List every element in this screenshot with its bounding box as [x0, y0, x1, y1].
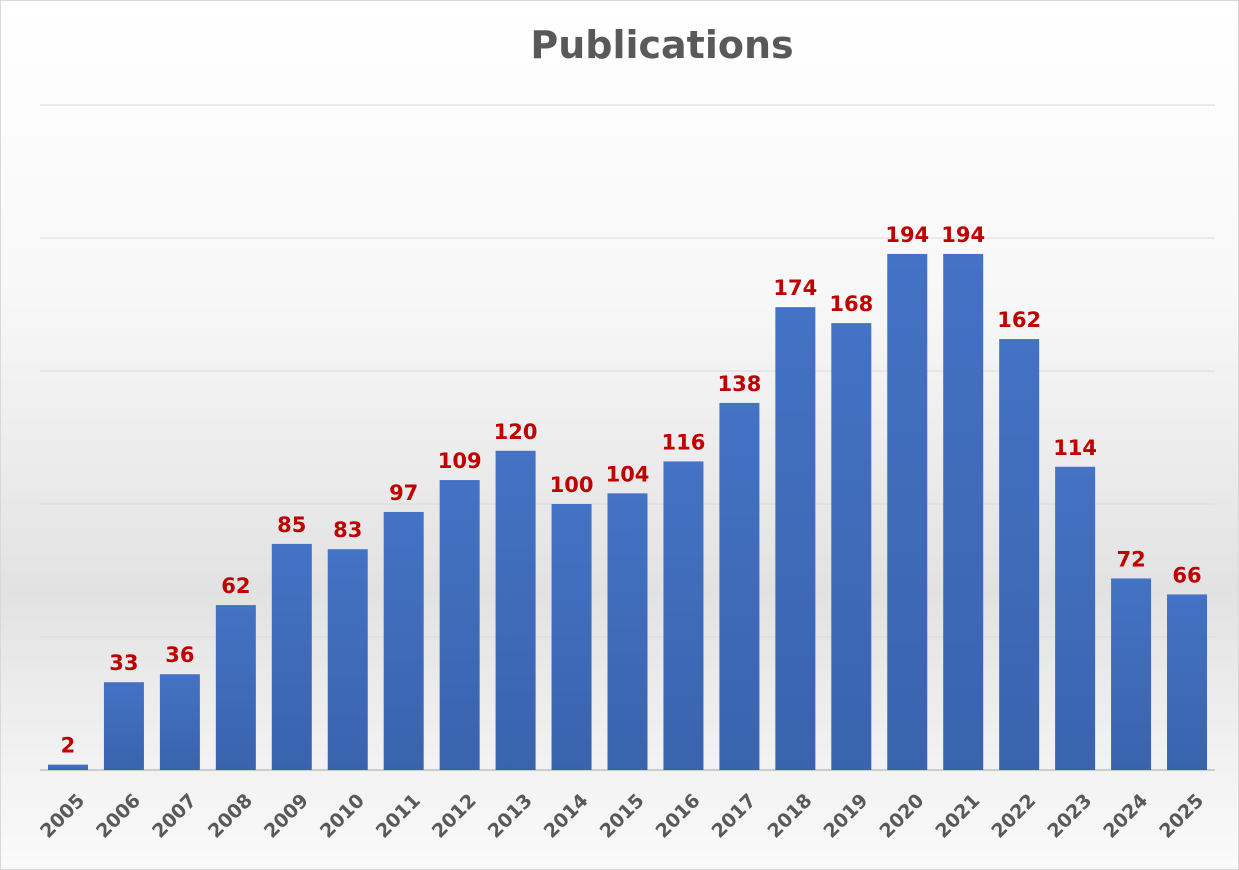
data-label-2021: 194 [941, 223, 985, 247]
data-label-2010: 83 [333, 518, 362, 542]
x-tick-label-2021: 2021 [931, 790, 984, 843]
bar-2017 [719, 402, 760, 770]
bar-2024 [1111, 578, 1152, 770]
x-tick-label-2012: 2012 [428, 790, 481, 843]
data-label-2012: 109 [438, 449, 482, 473]
bar-2007 [159, 674, 200, 770]
x-tick-label-2013: 2013 [484, 790, 537, 843]
bar-2011 [383, 511, 424, 770]
chart-title: Publications [530, 23, 794, 67]
bar-2022 [999, 339, 1040, 770]
bar-2021 [943, 253, 984, 770]
bar-2020 [887, 253, 928, 770]
data-label-2011: 97 [389, 481, 418, 505]
x-tick-label-2007: 2007 [148, 790, 201, 843]
data-label-2017: 138 [717, 372, 761, 396]
bar-2016 [663, 461, 704, 770]
bar-2012 [439, 480, 480, 770]
bar-2005 [47, 764, 88, 770]
bar-2010 [327, 549, 368, 770]
x-tick-label-2024: 2024 [1099, 790, 1152, 843]
bar-2008 [215, 605, 256, 770]
bars [47, 253, 1208, 770]
data-label-2023: 114 [1053, 436, 1097, 460]
data-label-2025: 66 [1172, 563, 1201, 587]
bar-2006 [103, 682, 144, 770]
data-label-2024: 72 [1116, 547, 1145, 571]
x-tick-label-2008: 2008 [204, 790, 257, 843]
data-label-2015: 104 [606, 462, 650, 486]
x-tick-label-2006: 2006 [92, 790, 145, 843]
bar-2015 [607, 493, 648, 770]
bar-2018 [775, 307, 816, 770]
data-label-2007: 36 [165, 643, 194, 667]
x-tick-label-2023: 2023 [1043, 790, 1096, 843]
x-tick-label-2014: 2014 [540, 790, 593, 843]
x-tick-label-2025: 2025 [1155, 790, 1208, 843]
data-label-2020: 194 [885, 223, 929, 247]
x-axis-tick-labels: 2005 2006 2007 2008 2009 2010 2011 2012 2013 2014… [36, 790, 1208, 843]
x-tick-label-2017: 2017 [708, 790, 761, 843]
bar-2023 [1055, 466, 1096, 770]
bar-2025 [1167, 594, 1208, 770]
data-label-2014: 100 [550, 473, 594, 497]
x-tick-label-2010: 2010 [316, 790, 369, 843]
x-tick-label-2009: 2009 [260, 790, 313, 843]
data-labels: 2 33 36 62 85 83 97 109 120 100 104 116 138 174 168 194… [61, 223, 1202, 758]
bar-2019 [831, 323, 872, 770]
x-tick-label-2022: 2022 [987, 790, 1040, 843]
data-label-2018: 174 [773, 276, 817, 300]
bar-2013 [495, 450, 536, 770]
x-tick-label-2020: 2020 [875, 790, 928, 843]
data-label-2016: 116 [662, 430, 706, 454]
data-label-2008: 62 [221, 574, 250, 598]
data-label-2013: 120 [494, 420, 538, 444]
x-tick-label-2016: 2016 [652, 790, 705, 843]
data-label-2005: 2 [61, 734, 76, 758]
data-label-2006: 33 [109, 651, 138, 675]
x-tick-label-2005: 2005 [36, 790, 89, 843]
x-tick-label-2015: 2015 [596, 790, 649, 843]
data-label-2009: 85 [277, 513, 306, 537]
data-label-2022: 162 [997, 308, 1041, 332]
bar-2009 [271, 543, 312, 770]
x-tick-label-2011: 2011 [372, 790, 425, 843]
x-tick-label-2018: 2018 [764, 790, 817, 843]
bar-2014 [551, 504, 592, 770]
data-label-2019: 168 [829, 292, 873, 316]
x-tick-label-2019: 2019 [820, 790, 873, 843]
